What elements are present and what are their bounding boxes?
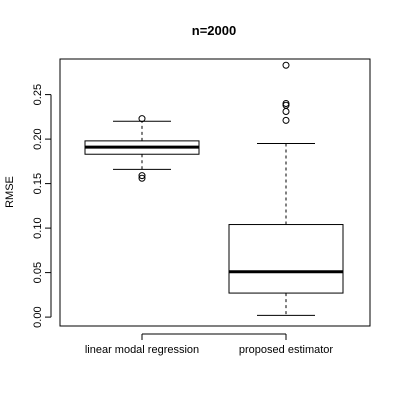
y-tick-label: 0.25 (32, 84, 44, 105)
y-tick-label: 0.05 (32, 262, 44, 283)
y-tick-label: 0.20 (32, 128, 44, 149)
y-axis: 0.00 0.05 0.10 0.15 0.20 0.25 (32, 84, 52, 328)
x-tick-label: linear modal regression (85, 344, 199, 356)
outlier-point (282, 108, 290, 116)
outlier-point (138, 172, 146, 180)
outlier-point (282, 116, 290, 124)
outlier-point (138, 174, 146, 182)
box-2 (228, 61, 344, 316)
y-tick-label: 0.00 (32, 306, 44, 327)
outlier-point (282, 61, 290, 69)
box-1 (84, 115, 200, 182)
outlier-point (138, 115, 146, 123)
plot-frame (59, 58, 371, 327)
box-iqr (228, 224, 344, 294)
x-tick-label: proposed estimator (239, 344, 333, 356)
y-axis-label: RMSE (4, 176, 16, 208)
y-tick-label: 0.10 (32, 217, 44, 238)
boxes-group (84, 61, 344, 316)
x-axis: linear modal regression proposed estimato… (85, 333, 333, 356)
chart-title: n=2000 (192, 23, 236, 38)
y-tick-label: 0.15 (32, 173, 44, 194)
